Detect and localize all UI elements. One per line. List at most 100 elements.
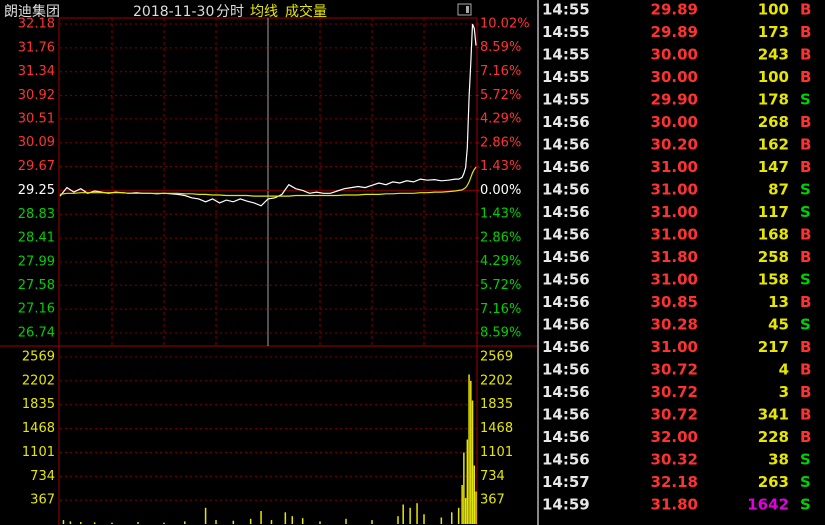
trade-side: B xyxy=(800,428,811,446)
trade-side: S xyxy=(800,451,811,469)
volume-bar xyxy=(319,521,321,524)
trade-volume: 1642 xyxy=(747,496,789,514)
trade-volume: 173 xyxy=(758,23,789,41)
volume-bar xyxy=(80,522,82,524)
trade-volume: 158 xyxy=(758,271,789,289)
trade-side: B xyxy=(800,226,811,244)
volume-bar xyxy=(416,503,418,524)
trade-time: 14:55 xyxy=(542,23,590,41)
trade-side: S xyxy=(800,316,811,334)
y2-tick-label: 7.16% xyxy=(480,64,521,79)
trade-time: 14:56 xyxy=(542,203,590,221)
trade-volume: 147 xyxy=(758,158,789,176)
volume-bar xyxy=(466,439,469,524)
trade-time: 14:56 xyxy=(542,451,590,469)
trade-time: 14:56 xyxy=(542,383,590,401)
trade-side: B xyxy=(800,406,811,424)
trade-side: B xyxy=(800,68,811,86)
trade-price: 32.00 xyxy=(651,428,698,446)
date: 2018-11-30 xyxy=(133,4,214,20)
trade-time: 14:56 xyxy=(542,361,590,379)
volume-bar xyxy=(345,518,347,524)
trade-time: 14:56 xyxy=(542,226,590,244)
trade-volume: 45 xyxy=(768,316,789,334)
trade-volume: 341 xyxy=(758,406,789,424)
volume-bar xyxy=(473,465,476,524)
volume-bar xyxy=(463,452,465,524)
trade-price: 30.00 xyxy=(651,113,698,131)
volume-bar xyxy=(291,516,294,524)
trade-price: 30.72 xyxy=(651,361,698,379)
y-tick-label: 27.58 xyxy=(18,278,55,293)
volume-bar xyxy=(270,520,273,524)
trade-price: 31.00 xyxy=(651,226,698,244)
y-tick-label: 1101 xyxy=(22,445,55,460)
y2-tick-label: 2.86% xyxy=(480,135,521,150)
trade-price: 30.85 xyxy=(651,293,698,311)
trade-volume: 13 xyxy=(768,293,789,311)
volume-bar xyxy=(470,380,472,524)
trade-side: S xyxy=(800,271,811,289)
trade-side: B xyxy=(800,113,811,131)
y2-tick-label: 367 xyxy=(480,493,505,508)
trade-side: B xyxy=(800,158,811,176)
volume-bar xyxy=(475,491,477,524)
volume-bar xyxy=(284,512,287,524)
trade-side: S xyxy=(800,203,811,221)
trade-time: 14:57 xyxy=(542,473,590,491)
y2-tick-label: 2202 xyxy=(480,373,513,388)
trade-time: 14:56 xyxy=(542,181,590,199)
trade-price: 30.72 xyxy=(651,383,698,401)
trade-price: 31.00 xyxy=(651,338,698,356)
trade-side: S xyxy=(800,496,811,514)
avg-legend: 均线 xyxy=(250,4,278,20)
trade-side: S xyxy=(800,181,811,199)
trade-time: 14:56 xyxy=(542,113,590,131)
mode: 分时 xyxy=(216,4,244,20)
trade-price: 31.00 xyxy=(651,203,698,221)
trade-volume: 178 xyxy=(758,91,789,109)
trade-price: 30.20 xyxy=(651,136,698,154)
y-tick-label: 29.25 xyxy=(18,183,55,198)
trade-side: B xyxy=(800,361,811,379)
volume-bar xyxy=(184,521,186,524)
volume-bar xyxy=(464,497,467,524)
y2-tick-label: 8.59% xyxy=(480,40,521,55)
trade-time: 14:55 xyxy=(542,1,590,19)
y-tick-label: 2202 xyxy=(22,373,55,388)
trade-side: B xyxy=(800,136,811,154)
trade-time: 14:55 xyxy=(542,46,590,64)
y2-tick-label: 1.43% xyxy=(480,207,521,222)
volume-bar xyxy=(371,520,373,524)
trade-side: B xyxy=(800,383,811,401)
trade-time: 14:56 xyxy=(542,158,590,176)
toggle-icon-bar xyxy=(466,6,469,13)
trade-volume: 243 xyxy=(758,46,789,64)
volume-bar xyxy=(450,512,453,524)
trade-volume: 258 xyxy=(758,248,789,266)
trade-time: 14:56 xyxy=(542,316,590,334)
trade-volume: 168 xyxy=(758,226,789,244)
toggle-icon[interactable] xyxy=(457,3,472,16)
volume-bar xyxy=(468,374,470,524)
trade-price: 32.18 xyxy=(651,473,698,491)
y2-tick-label: 5.72% xyxy=(480,88,521,103)
trade-side: B xyxy=(800,46,811,64)
trade-volume: 162 xyxy=(758,136,789,154)
y2-tick-label: 734 xyxy=(480,469,505,484)
trade-volume: 4 xyxy=(779,361,789,379)
trade-price: 31.00 xyxy=(651,271,698,289)
volume-bar xyxy=(62,520,65,524)
trade-price: 30.00 xyxy=(651,46,698,64)
trade-side: B xyxy=(800,293,811,311)
plot: 32.18 31.76 31.34 30.92 30.51 30.09 29.67 29.25… xyxy=(18,1,811,524)
trade-volume: 268 xyxy=(758,113,789,131)
y2-tick-label: 5.72% xyxy=(480,278,521,293)
trade-time: 14:56 xyxy=(542,248,590,266)
trade-price: 29.89 xyxy=(651,23,698,41)
volume-bar xyxy=(111,522,113,524)
y2-tick-label: 1835 xyxy=(480,397,513,412)
trade-price: 31.00 xyxy=(651,181,698,199)
